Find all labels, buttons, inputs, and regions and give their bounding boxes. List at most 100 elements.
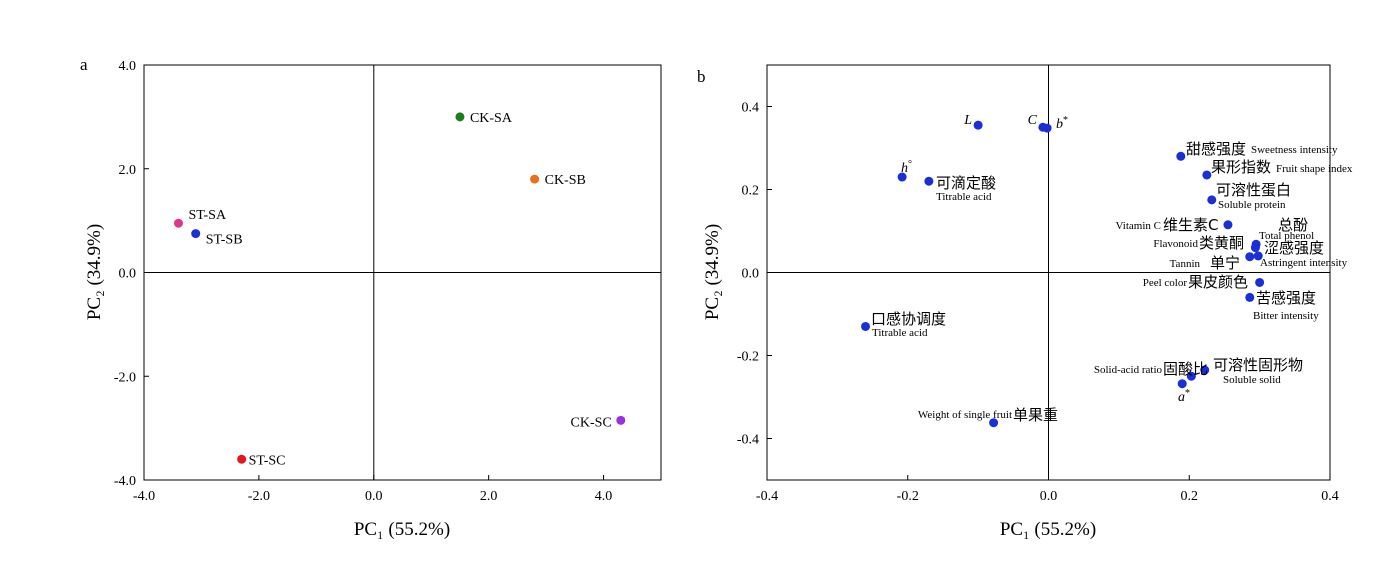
loading-label-en: Vitamin C <box>1116 220 1161 232</box>
label-superscript: ° <box>908 159 912 170</box>
panel-a-y-tick-label: 0.0 <box>119 267 137 282</box>
panel-b-points <box>861 120 1265 428</box>
label-text: C <box>1028 113 1038 128</box>
label-text: 果皮颜色 <box>1188 273 1248 291</box>
loading-label-en: Fruit shape index <box>1276 163 1353 175</box>
panel-b-x-tick-label: -0.2 <box>897 489 919 504</box>
label-text: 类黄酮 <box>1199 234 1244 252</box>
label-text: Tannin <box>1170 258 1201 270</box>
loading-label-en: Sweetness intensity <box>1251 144 1338 156</box>
point-label-ck-sc: CK-SC <box>571 415 612 430</box>
panel-b-y-tick-label: -0.4 <box>737 433 759 448</box>
panel-b-x-tick-label: -0.4 <box>756 489 778 504</box>
loading-point <box>1176 151 1186 161</box>
panel-b-y-tick-label: -0.2 <box>737 350 759 365</box>
label-text: Titrable acid <box>936 191 992 203</box>
loading-label-en: Solid-acid ratio <box>1094 364 1163 376</box>
loading-label-symbol: b* <box>1056 115 1068 132</box>
label-text: 可滴定酸 <box>936 174 996 192</box>
label-text: 甜感强度 <box>1186 140 1246 158</box>
loading-label-zh: 可溶性蛋白 <box>1216 181 1291 199</box>
loading-point <box>1245 252 1255 262</box>
loading-label-en: Flavonoid <box>1153 238 1198 250</box>
panel-a-x-axis-title: PC₁ (55.2%) <box>354 519 450 540</box>
loading-label-en: Titrable acid <box>936 191 992 203</box>
label-text: Fruit shape index <box>1276 163 1353 175</box>
point-st-sb <box>191 229 201 239</box>
loading-label-symbol: C <box>1028 113 1038 128</box>
panel-a-y-ticks: 4.0 2.0 0.0 -2.0 -4.0 <box>114 59 149 489</box>
point-label-st-sa: ST-SA <box>188 208 227 223</box>
panel-a-y-tick-label: -4.0 <box>114 474 136 489</box>
loading-label-zh: 甜感强度 <box>1186 140 1246 158</box>
label-text: Vitamin C <box>1116 220 1161 232</box>
loading-label-zh: 维生素C <box>1163 216 1218 234</box>
loading-point <box>1186 371 1196 381</box>
point-st-sc <box>237 454 247 464</box>
label-text: Solid-acid ratio <box>1094 364 1163 376</box>
loading-point <box>1042 123 1052 133</box>
label-text: Bitter intensity <box>1253 310 1319 322</box>
loading-label-zh: 可溶性固形物 <box>1213 356 1303 374</box>
loading-label-en: Bitter intensity <box>1253 310 1319 322</box>
label-text: Astringent intensity <box>1260 257 1348 269</box>
loading-point <box>1207 195 1217 205</box>
label-text: 单宁 <box>1210 254 1240 272</box>
loading-point <box>897 172 907 182</box>
panel-a: a -4.0 -2.0 0.0 2.0 4.0 4.0 2.0 0.0 -2.0 -4.0 CK… <box>80 55 662 540</box>
panel-a-letter: a <box>80 55 88 74</box>
panel-b-y-tick-label: 0.2 <box>742 184 760 199</box>
label-text: Peel color <box>1143 277 1188 289</box>
panel-a-points: CK-SA CK-SB ST-SA ST-SB CK-SC ST-SC <box>173 111 626 468</box>
loading-label-zh: 果形指数 <box>1211 158 1271 176</box>
label-text: 涩感强度 <box>1264 239 1324 257</box>
loading-point <box>1200 365 1210 375</box>
panel-b-letter: b <box>697 67 706 86</box>
loading-point <box>973 120 983 130</box>
loading-point <box>1177 379 1187 389</box>
point-label-st-sc: ST-SC <box>249 453 286 468</box>
point-label-st-sb: ST-SB <box>206 233 243 248</box>
loading-point <box>989 418 999 428</box>
panel-b-y-tick-label: 0.0 <box>742 267 760 282</box>
label-text: Weight of single fruit <box>918 409 1012 421</box>
point-st-sa <box>173 218 183 228</box>
loading-label-en: Tannin <box>1170 258 1201 270</box>
point-ck-sc <box>616 415 626 425</box>
loading-point <box>1245 292 1255 302</box>
label-text: 可溶性蛋白 <box>1216 181 1291 199</box>
panel-a-y-axis-title: PC₂ (34.9%) <box>84 224 105 320</box>
loading-label-en: Soluble solid <box>1223 374 1281 386</box>
label-text: Soluble solid <box>1223 374 1281 386</box>
label-text: a <box>1178 390 1185 405</box>
panel-a-x-tick-label: -2.0 <box>248 489 270 504</box>
loading-label-en: Astringent intensity <box>1260 257 1348 269</box>
label-superscript: * <box>1063 115 1068 126</box>
loading-label-en: Soluble protein <box>1218 199 1286 211</box>
point-label-ck-sa: CK-SA <box>470 111 513 126</box>
panel-b-x-tick-label: 0.4 <box>1321 489 1339 504</box>
panel-a-x-tick-label: 4.0 <box>595 489 613 504</box>
loading-point <box>1223 220 1233 230</box>
loading-point <box>924 176 934 186</box>
loading-label-en: Weight of single fruit <box>918 409 1012 421</box>
label-text: 单果重 <box>1013 406 1058 424</box>
loading-point <box>1255 277 1265 287</box>
panel-a-x-tick-label: -4.0 <box>133 489 155 504</box>
label-text: h <box>901 161 908 176</box>
panel-b-x-tick-label: 0.2 <box>1181 489 1199 504</box>
loading-label-en: Peel color <box>1143 277 1188 289</box>
panel-b-y-ticks: 0.4 0.2 0.0 -0.2 -0.4 <box>737 101 772 448</box>
panel-b: b -0.4 -0.2 0.0 0.2 0.4 0.4 0.2 0.0 -0.2 -0.4 L C… <box>697 64 1353 540</box>
loading-point <box>1202 170 1212 180</box>
panel-a-x-ticks: -4.0 -2.0 0.0 2.0 4.0 <box>133 475 612 504</box>
loading-label-zh: 涩感强度 <box>1264 239 1324 257</box>
loading-label-zh: 总酚 <box>1278 216 1308 234</box>
loading-label-en: Titrable acid <box>872 327 928 339</box>
loading-label-en: Total phenol <box>1259 230 1314 242</box>
label-text: Total phenol <box>1259 230 1314 242</box>
label-text: L <box>963 113 972 128</box>
label-text: b <box>1056 117 1063 132</box>
